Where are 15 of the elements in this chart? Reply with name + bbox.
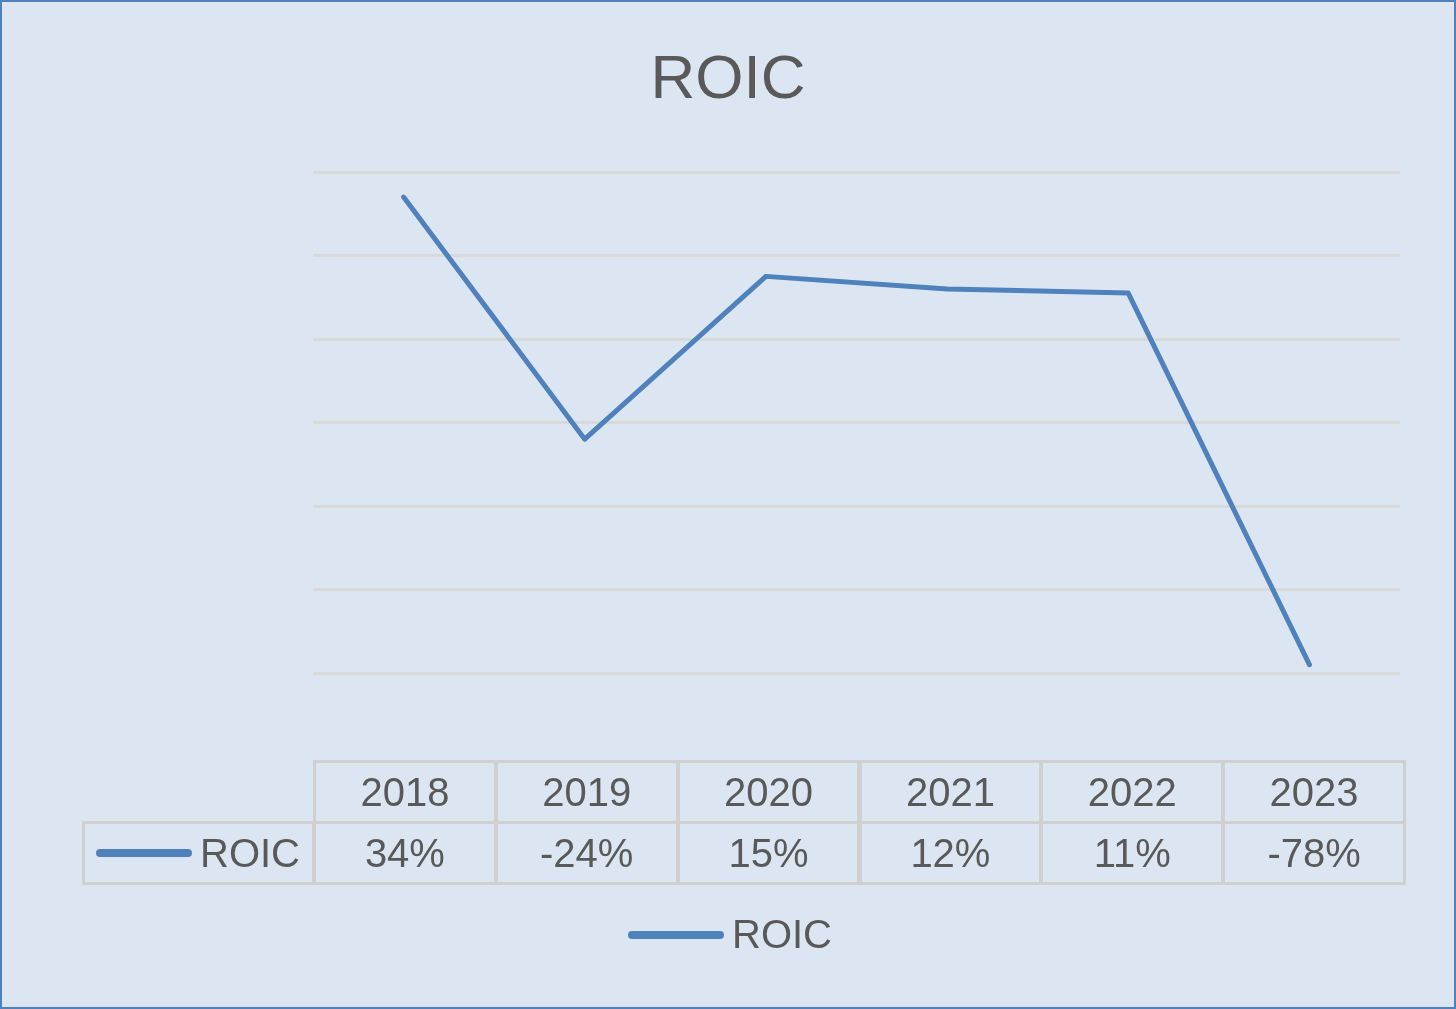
data-label: -78% bbox=[1222, 821, 1406, 885]
data-label: 34% bbox=[313, 821, 497, 885]
text: ROIC bbox=[732, 912, 832, 956]
x-tick-label: 2022 bbox=[1040, 760, 1225, 824]
x-tick-label: 2018 bbox=[313, 760, 497, 824]
data-label: 15% bbox=[676, 821, 861, 885]
data-label: 12% bbox=[858, 821, 1043, 885]
x-tick-label: 2019 bbox=[494, 760, 679, 824]
chart-title: ROIC bbox=[650, 41, 806, 111]
legend-label: ROIC bbox=[200, 830, 300, 876]
x-tick-label: 2021 bbox=[858, 760, 1043, 824]
x-tick-label: 2023 bbox=[1222, 760, 1406, 824]
data-label: -24% bbox=[494, 821, 679, 885]
data-label: 11% bbox=[1040, 821, 1225, 885]
x-tick-label: 2020 bbox=[676, 760, 861, 824]
